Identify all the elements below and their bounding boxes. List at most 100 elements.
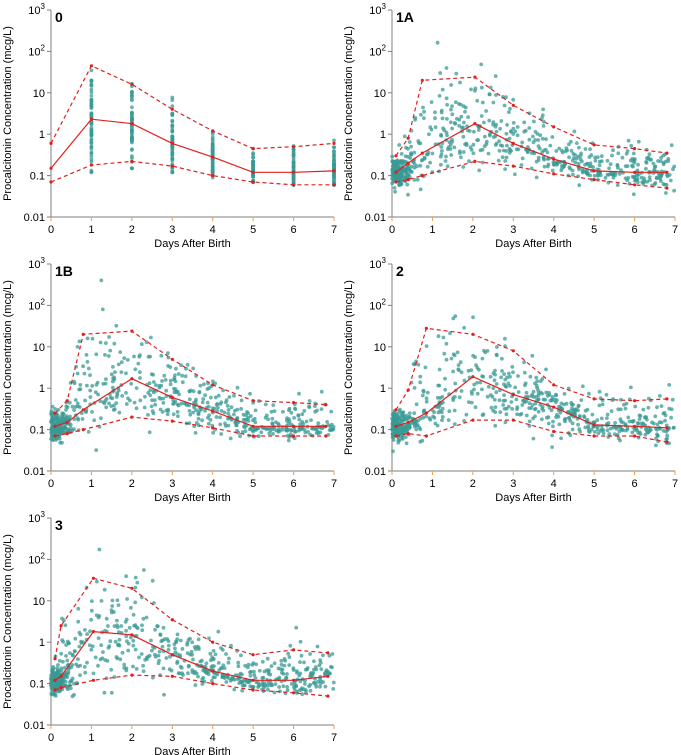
scatter-point bbox=[513, 129, 518, 134]
scatter-point bbox=[502, 407, 507, 411]
scatter-point bbox=[494, 122, 498, 127]
series-marker-median bbox=[89, 117, 93, 121]
scatter-point bbox=[432, 415, 437, 420]
series-marker-median bbox=[326, 674, 330, 678]
scatter-point bbox=[452, 422, 457, 426]
scatter-point bbox=[619, 397, 623, 402]
scatter-point bbox=[150, 578, 155, 583]
scatter-point bbox=[186, 671, 190, 676]
scatter-point bbox=[89, 68, 94, 73]
scatter-point bbox=[444, 357, 449, 362]
scatter-point bbox=[276, 666, 281, 671]
scatter-point bbox=[503, 384, 508, 389]
scatter-point bbox=[191, 657, 195, 662]
series-line-upper bbox=[50, 65, 335, 150]
scatter-point bbox=[104, 405, 109, 410]
scatter-point bbox=[494, 382, 499, 386]
scatter-point bbox=[227, 656, 231, 661]
scatter-point bbox=[241, 418, 246, 422]
scatter-point bbox=[285, 688, 290, 693]
scatter-point bbox=[457, 395, 462, 400]
scatter-point bbox=[176, 671, 181, 676]
scatter-point bbox=[229, 643, 233, 648]
scatter-point bbox=[89, 150, 94, 155]
scatter-point bbox=[598, 173, 603, 178]
series-marker-median bbox=[665, 426, 669, 430]
scatter-point bbox=[436, 405, 441, 410]
scatter-point bbox=[112, 675, 117, 679]
scatter-point bbox=[600, 402, 605, 407]
scatter-point bbox=[272, 409, 277, 413]
scatter-point bbox=[89, 100, 94, 105]
scatter-point bbox=[50, 684, 55, 689]
series-marker-lower bbox=[471, 418, 475, 422]
scatter-point bbox=[549, 408, 554, 413]
scatter-point bbox=[244, 413, 249, 418]
scatter-point bbox=[157, 395, 162, 400]
scatter-point bbox=[400, 161, 404, 165]
scatter-point bbox=[251, 155, 256, 160]
x-tick-label: 7 bbox=[672, 224, 678, 236]
series-marker-lower bbox=[552, 429, 556, 434]
scatter-point bbox=[636, 139, 641, 144]
scatter-point bbox=[501, 148, 506, 153]
scatter-point bbox=[67, 400, 72, 405]
series-marker-median bbox=[130, 122, 134, 126]
scatter-point bbox=[157, 385, 162, 390]
scatter-point bbox=[459, 370, 464, 375]
series-marker-upper bbox=[251, 653, 255, 657]
scatter-point bbox=[220, 666, 224, 670]
series-marker-upper bbox=[170, 107, 174, 111]
x-tick-label: 0 bbox=[389, 478, 395, 490]
scatter-point bbox=[89, 145, 94, 150]
scatter-point bbox=[315, 429, 320, 434]
scatter-point bbox=[235, 416, 240, 421]
series-marker-lower bbox=[251, 434, 255, 438]
scatter-point bbox=[615, 183, 620, 188]
scatter-point bbox=[502, 103, 507, 108]
series-marker-median bbox=[251, 424, 255, 428]
scatter-point bbox=[428, 125, 433, 130]
scatter-point bbox=[87, 643, 92, 648]
scatter-point bbox=[331, 680, 336, 685]
x-axis-title: Days After Birth bbox=[154, 746, 230, 755]
scatter-point bbox=[124, 634, 129, 639]
scatter-point bbox=[187, 397, 192, 402]
scatter-point bbox=[535, 385, 539, 390]
scatter-point bbox=[558, 405, 563, 410]
scatter-point bbox=[567, 155, 571, 160]
scatter-point bbox=[120, 394, 125, 398]
scatter-point bbox=[99, 643, 104, 648]
scatter-point bbox=[390, 432, 395, 436]
scatter-point bbox=[459, 114, 464, 119]
y-tick-label: 1 bbox=[39, 383, 45, 395]
y-tick-label: 103 bbox=[28, 510, 45, 525]
scatter-point bbox=[158, 632, 163, 637]
scatter-point bbox=[271, 403, 276, 407]
scatter-point bbox=[408, 169, 412, 174]
scatter-point bbox=[531, 134, 535, 139]
scatter-point bbox=[514, 397, 519, 402]
scatter-point bbox=[173, 646, 177, 651]
panel-title: 1B bbox=[55, 263, 73, 279]
scatter-point bbox=[118, 657, 123, 662]
scatter-point bbox=[332, 161, 336, 166]
scatter-point bbox=[452, 353, 457, 358]
scatter-point bbox=[89, 90, 94, 95]
scatter-point bbox=[172, 642, 177, 647]
chart-panel-2: 0.01 0.1 1 10 102 103 0 1 2 3 4 5 6 7 Days After Birth… bbox=[343, 256, 678, 504]
scatter-point bbox=[438, 162, 443, 167]
scatter-point bbox=[595, 167, 600, 172]
series-marker-median bbox=[91, 630, 95, 634]
scatter-point bbox=[392, 186, 397, 190]
scatter-point bbox=[409, 151, 413, 156]
series-marker-median bbox=[511, 393, 515, 397]
scatter-point bbox=[61, 412, 66, 417]
scatter-point bbox=[266, 687, 270, 692]
scatter-point bbox=[527, 126, 532, 130]
scatter-point bbox=[564, 401, 569, 406]
scatter-point bbox=[577, 145, 581, 150]
scatter-point bbox=[166, 355, 171, 360]
scatter-point bbox=[180, 373, 185, 378]
x-tick-label: 1 bbox=[88, 224, 94, 236]
